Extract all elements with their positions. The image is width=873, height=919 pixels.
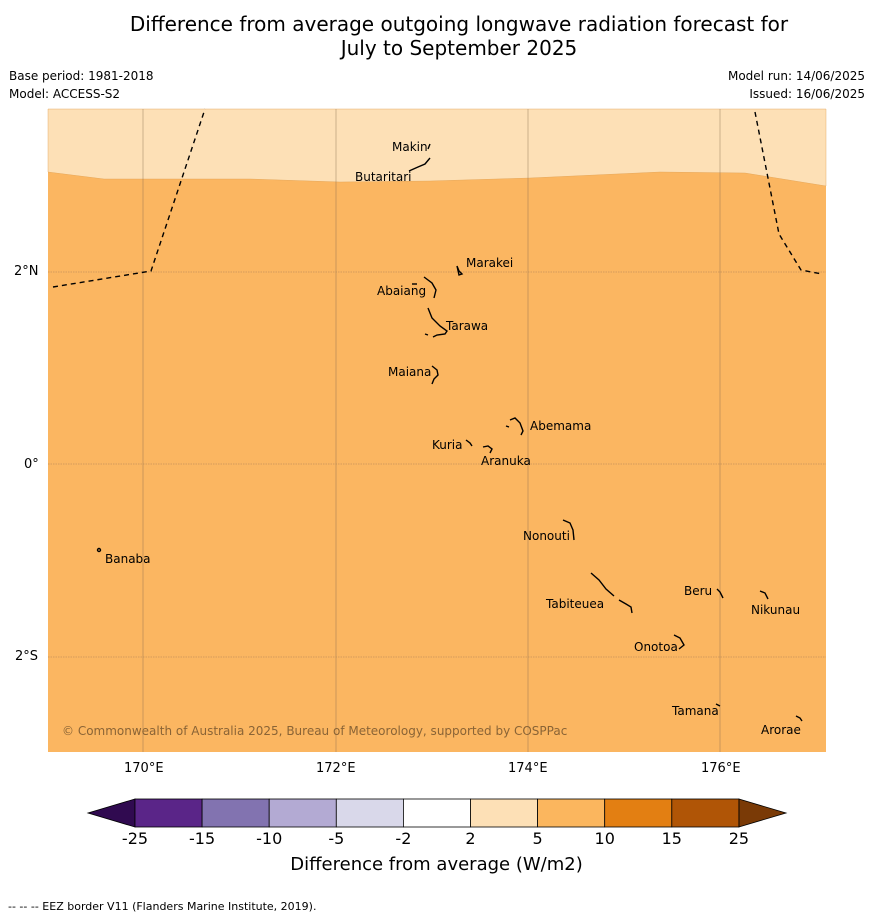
lat-tick-2s: 2°S	[15, 649, 39, 664]
colorbar-segment	[335, 798, 404, 828]
colorbar-tick-label: -5	[328, 829, 345, 848]
colorbar-segment	[402, 798, 471, 828]
colorbar-tick-label: -2	[395, 829, 412, 848]
base-period: Base period: 1981-2018	[9, 69, 154, 83]
colorbar-tick-label: 25	[728, 829, 750, 848]
colorbar-segment	[201, 798, 270, 828]
lon-tick-176e: 176°E	[701, 761, 741, 776]
lat-tick-2n: 2°N	[14, 264, 39, 279]
colorbar-segment	[470, 798, 538, 828]
island-label-makin: Makin	[392, 140, 428, 154]
colorbar-tick-label: 10	[594, 829, 615, 848]
colorbar-segment	[134, 798, 203, 828]
island-label-butaritari: Butaritari	[355, 170, 412, 184]
island-label-abaiang: Abaiang	[377, 284, 426, 298]
map-background	[48, 109, 826, 752]
island-label-abemama: Abemama	[530, 419, 591, 433]
island-label-kuria: Kuria	[432, 438, 463, 452]
colorbar-tick-label: -10	[256, 829, 283, 848]
colorbar-title: Difference from average (W/m2)	[290, 854, 583, 875]
island-label-banaba: Banaba	[105, 552, 151, 566]
colorbar	[86, 798, 788, 828]
colorbar-extend-low	[86, 798, 136, 828]
colorbar-segment	[537, 798, 606, 828]
island-label-marakei: Marakei	[466, 256, 513, 270]
colorbar-segment	[604, 798, 673, 828]
lon-tick-172e: 172°E	[316, 761, 356, 776]
meta-right: Model run: 14/06/2025 Issued: 16/06/2025	[728, 69, 865, 105]
island-label-tamana: Tamana	[671, 704, 719, 718]
colorbar-segment	[671, 798, 740, 828]
island-outlines	[96, 143, 803, 722]
colorbar-segment	[268, 798, 337, 828]
island-label-arorae: Arorae	[761, 723, 801, 737]
meta-left: Base period: 1981-2018 Model: ACCESS-S2	[9, 69, 154, 105]
lon-tick-174e: 174°E	[508, 761, 548, 776]
colorbar-tick-label: 5	[532, 829, 543, 848]
copyright-notice: © Commonwealth of Australia 2025, Bureau…	[62, 724, 568, 738]
title-line-1: Difference from average outgoing longwav…	[129, 12, 789, 36]
colorbar-tick-label: 15	[661, 829, 682, 848]
island-label-nikunau: Nikunau	[751, 603, 800, 617]
eez-footnote: -- -- -- EEZ border V11 (Flanders Marine…	[8, 900, 317, 913]
title-line-2: July to September 2025	[340, 36, 578, 60]
island-label-onotoa: Onotoa	[634, 640, 678, 654]
island-label-aranuka: Aranuka	[481, 454, 531, 468]
model-run: Model run: 14/06/2025	[727, 69, 865, 83]
colorbar-tick-label: 2	[465, 829, 476, 848]
eez-borders	[52, 108, 823, 288]
map-title: Difference from average outgoing longwav…	[0, 12, 873, 60]
gridlines	[48, 109, 826, 752]
issued-date: Issued: 16/06/2025	[749, 87, 865, 101]
island-label-beru: Beru	[684, 584, 712, 598]
colorbar-extend-high	[738, 798, 788, 828]
island-label-nonouti: Nonouti	[523, 529, 570, 543]
island-label-tarawa: Tarawa	[445, 319, 488, 333]
north-anomaly-region	[47, 108, 827, 187]
island-label-tabiteuea: Tabiteuea	[545, 597, 604, 611]
lat-tick-0: 0°	[24, 457, 39, 472]
lon-tick-170e: 170°E	[124, 761, 164, 776]
colorbar-tick-label: -25	[121, 829, 149, 848]
colorbar-tick-label: -15	[189, 829, 216, 848]
model-name: Model: ACCESS-S2	[9, 87, 121, 101]
island-label-maiana: Maiana	[388, 365, 431, 379]
